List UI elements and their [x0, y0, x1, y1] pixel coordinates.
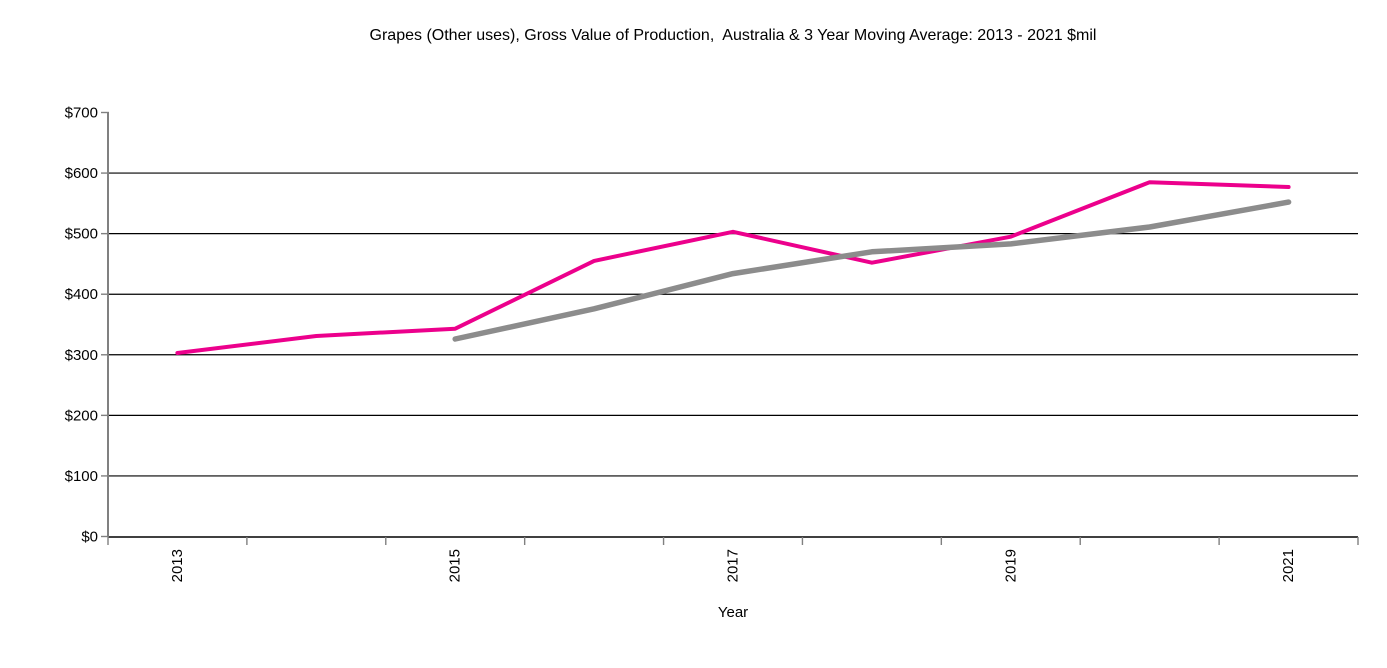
y-tick-label: $400 — [65, 286, 98, 303]
series-line-gross-value-of-production — [175, 180, 1291, 355]
x-axis-title: Year — [717, 604, 749, 621]
y-tick-label: $100 — [65, 468, 98, 485]
x-tick-label: 2015 — [447, 549, 464, 582]
x-tick-label: 2021 — [1280, 549, 1297, 582]
x-tick-label: 2019 — [1002, 549, 1019, 582]
y-tick-label: $500 — [65, 226, 98, 243]
x-tick-label: 2013 — [169, 549, 186, 582]
y-tick-label: $600 — [65, 165, 98, 182]
y-tick-label: $0 — [81, 529, 98, 546]
y-tick-label: $700 — [65, 105, 98, 122]
y-tick-label: $200 — [65, 407, 98, 424]
series-line-3-year-moving-average — [452, 199, 1292, 342]
x-tick-label: 2017 — [725, 549, 742, 582]
chart-title: Grapes (Other uses), Gross Value of Prod… — [369, 27, 1097, 44]
y-tick-label: $300 — [65, 347, 98, 364]
